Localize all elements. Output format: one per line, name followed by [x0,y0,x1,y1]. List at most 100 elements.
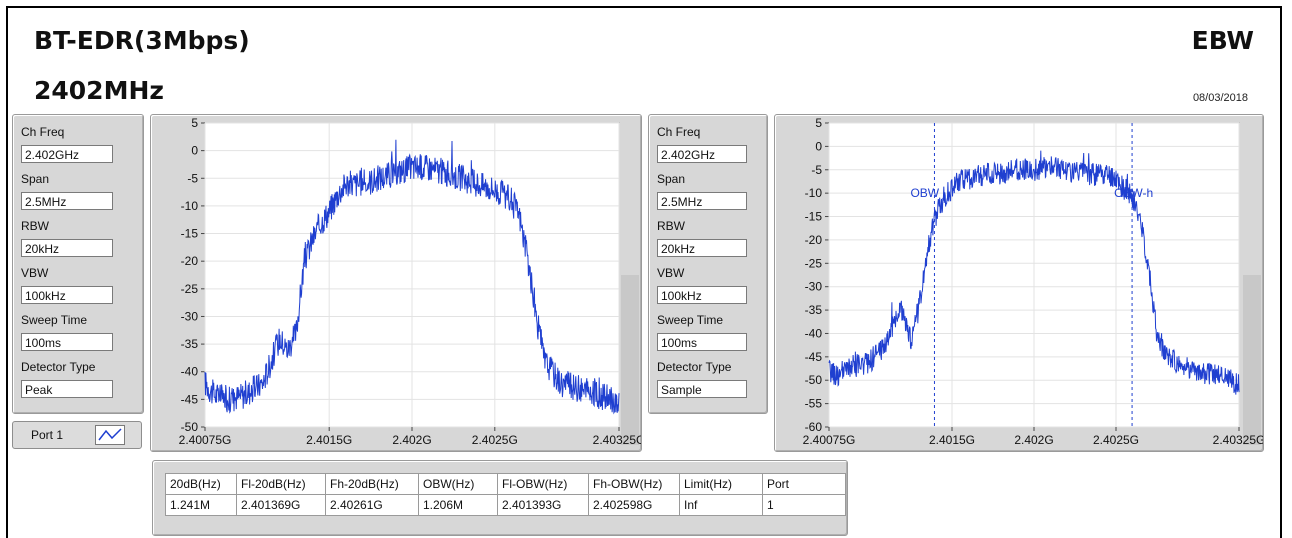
results-value-cell: 1 [762,494,846,516]
y-tick-label: -35 [181,337,199,351]
y-tick-label: -55 [805,397,823,411]
results-table-panel: 20dB(Hz) Fl-20dB(Hz) Fh-20dB(Hz) OBW(Hz) Fl-… [152,460,848,536]
ch-freq-field[interactable]: 2.402GHz [21,145,113,163]
sweep-time-field[interactable]: 100ms [657,333,747,351]
results-header-cell: 20dB(Hz) [165,473,237,495]
detector-type-field[interactable]: Sample [657,380,747,398]
detector-type-field[interactable]: Peak [21,380,113,398]
vbw-field[interactable]: 100kHz [657,286,747,304]
analyzer-settings-panel-2: Ch Freq 2.402GHz Span 2.5MHz RBW 20kHz V… [648,114,768,414]
test-name: EBW [1191,26,1254,55]
graph-scrollbar-1[interactable] [621,275,639,445]
results-value-cell: 1.206M [418,494,498,516]
y-tick-label: 5 [191,116,198,130]
results-value-cell: Inf [679,494,763,516]
y-tick-label: -10 [805,186,823,200]
results-value-cell: 2.402598G [588,494,680,516]
y-tick-label: -40 [181,365,199,379]
results-header-cell: Fl-20dB(Hz) [236,473,326,495]
y-tick-label: -45 [181,392,199,406]
page-title: BT-EDR(3Mbps) [34,26,250,55]
rbw-field[interactable]: 20kHz [21,239,113,257]
results-header-row: 20dB(Hz) Fl-20dB(Hz) Fh-20dB(Hz) OBW(Hz) Fl-… [165,473,846,495]
x-tick-label: 2.402G [392,433,431,447]
y-tick-label: -30 [805,280,823,294]
x-tick-label: 2.40325G [593,433,641,447]
graph-scrollbar-2[interactable] [1243,275,1261,445]
results-header-cell: Port [762,473,846,495]
results-value-cell: 1.241M [165,494,237,516]
trace-icon [95,425,125,445]
detector-type-label: Detector Type [657,360,732,374]
obw-marker-label: OBW [910,186,939,200]
ch-freq-field[interactable]: 2.402GHz [657,145,747,163]
report-frame [6,6,1282,538]
sweep-time-label: Sweep Time [657,313,724,327]
y-tick-label: 0 [191,144,198,158]
y-tick-label: -40 [805,326,823,340]
y-tick-label: -25 [181,282,199,296]
y-tick-label: -5 [187,171,198,185]
sweep-time-field[interactable]: 100ms [21,333,113,351]
results-header-cell: OBW(Hz) [418,473,498,495]
x-tick-label: 2.40075G [179,433,232,447]
port-selector[interactable]: Port 1 [12,421,142,449]
y-tick-label: -15 [805,210,823,224]
spectrum-graph-panel-1: 5 0 -5 -10 -15 -20 -25 -30 -35 -40 -45 -50 2.40075G 2… [150,114,642,452]
spectrum-chart-1: 5 0 -5 -10 -15 -20 -25 -30 -35 -40 -45 -502.40075G 2… [179,116,641,447]
vbw-label: VBW [21,266,49,280]
y-tick-label: -25 [805,256,823,270]
x-tick-label: 2.40075G [803,433,856,447]
span-field[interactable]: 2.5MHz [657,192,747,210]
frequency-title: 2402MHz [34,76,164,105]
vbw-label: VBW [657,266,685,280]
y-tick-label: -35 [805,303,823,317]
y-tick-label: -10 [181,199,199,213]
x-tick-label: 2.4025G [472,433,518,447]
vbw-field[interactable]: 100kHz [21,286,113,304]
x-tick-label: 2.40325G [1213,433,1263,447]
spectrum-trace [828,150,1240,395]
y-tick-label: 5 [815,116,822,130]
rbw-label: RBW [657,219,685,233]
detector-type-label: Detector Type [21,360,96,374]
y-tick-label: -60 [805,420,823,434]
y-tick-label: -50 [805,373,823,387]
ch-freq-label: Ch Freq [21,125,65,139]
y-tick-label: -45 [805,350,823,364]
analyzer-settings-panel-1: Ch Freq 2.402GHz Span 2.5MHz RBW 20kHz V… [12,114,144,414]
results-table: 20dB(Hz) Fl-20dB(Hz) Fh-20dB(Hz) OBW(Hz) Fl-… [165,473,846,516]
results-value-row: 1.241M 2.401369G 2.40261G 1.206M 2.401393G 2.… [165,494,846,516]
span-label: Span [657,172,686,186]
y-tick-label: -20 [181,254,199,268]
spectrum-chart-2: 50-5-10-15-20-25-30-35-40-45-50-55-602.4… [803,116,1263,447]
y-tick-label: -30 [181,309,199,323]
y-tick-label: -5 [811,163,822,177]
results-header-cell: Fl-OBW(Hz) [497,473,589,495]
y-tick-label: -15 [181,227,199,241]
spectrum-graph-panel-2: 5 0 -5 -10 -15 -20 -25 -30 -35 -40 -45 -50 -55 -60 2.4… [774,114,1264,452]
y-tick-label: 0 [815,139,822,153]
x-tick-label: 2.4015G [929,433,975,447]
y-tick-label: -20 [805,233,823,247]
span-label: Span [21,172,50,186]
span-field[interactable]: 2.5MHz [21,192,113,210]
results-header-cell: Fh-OBW(Hz) [588,473,680,495]
results-value-cell: 2.40261G [325,494,419,516]
rbw-label: RBW [21,219,49,233]
rbw-field[interactable]: 20kHz [657,239,747,257]
spectrum-trace [204,139,620,415]
results-value-cell: 2.401369G [236,494,326,516]
report-date: 08/03/2018 [1192,92,1248,104]
results-value-cell: 2.401393G [497,494,589,516]
y-tick-label: -50 [181,420,199,434]
x-tick-label: 2.4025G [1093,433,1139,447]
x-tick-label: 2.402G [1014,433,1053,447]
ch-freq-label: Ch Freq [657,125,701,139]
results-header-cell: Fh-20dB(Hz) [325,473,419,495]
x-tick-label: 2.4015G [306,433,352,447]
results-header-cell: Limit(Hz) [679,473,763,495]
sweep-time-label: Sweep Time [21,313,88,327]
port-label: Port 1 [31,428,64,442]
obw-marker-label: OBW-h [1114,186,1153,200]
